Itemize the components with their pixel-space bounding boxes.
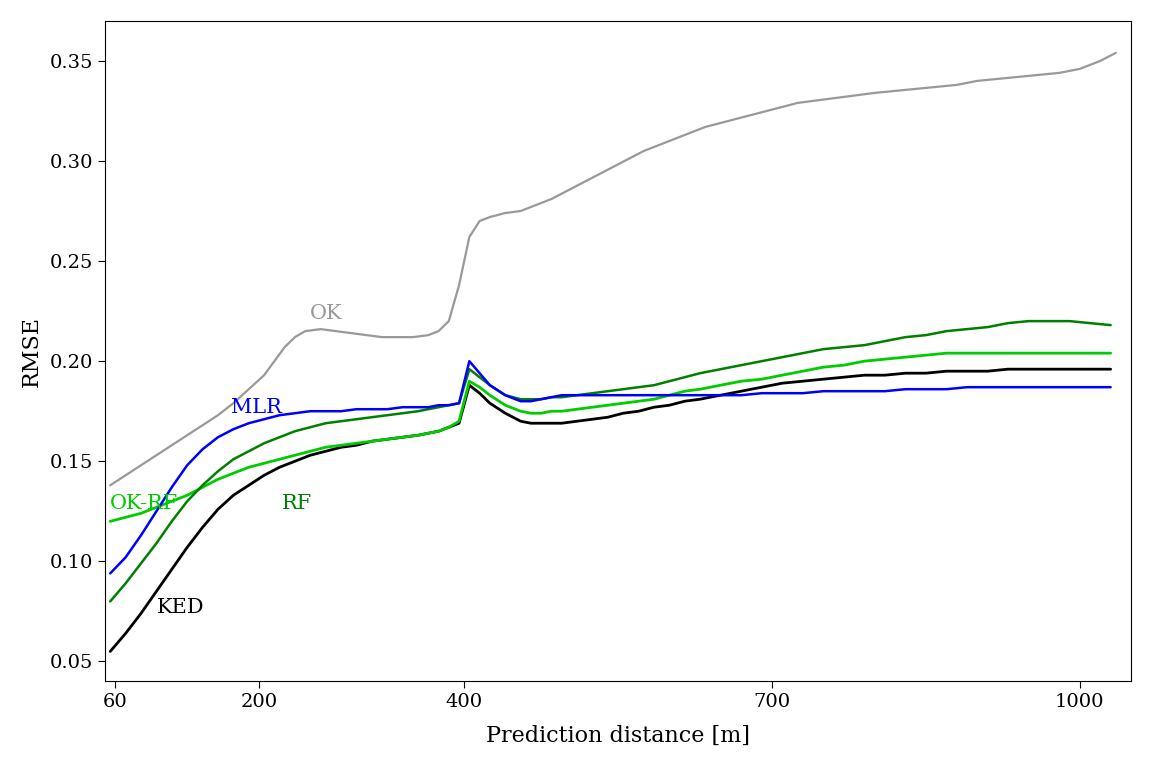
Text: KED: KED xyxy=(157,598,204,617)
Text: OK-RF: OK-RF xyxy=(111,495,179,513)
Y-axis label: RMSE: RMSE xyxy=(21,316,43,386)
Text: MLR: MLR xyxy=(232,399,282,417)
X-axis label: Prediction distance [m]: Prediction distance [m] xyxy=(486,725,750,747)
Text: OK: OK xyxy=(310,304,343,323)
Text: RF: RF xyxy=(281,495,312,513)
